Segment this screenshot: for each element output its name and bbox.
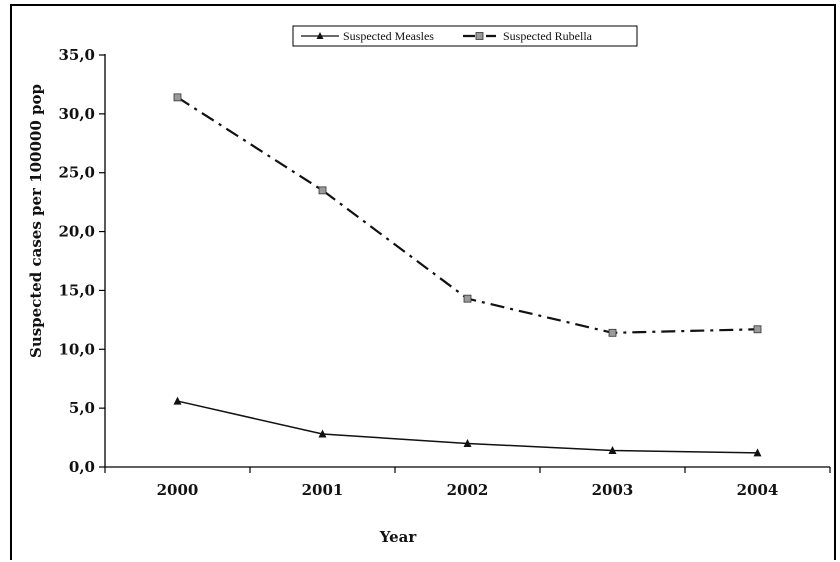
data-point-measles <box>463 438 472 447</box>
data-point-rubella <box>608 328 617 337</box>
legend-rubella-label: Suspected Rubella <box>503 29 593 43</box>
y-tick-label: 10,0 <box>58 340 95 358</box>
y-tick-label: 30,0 <box>58 105 95 123</box>
y-axis: 0,0 5,0 10,0 15,0 20,0 25,0 30,0 35,0 <box>58 46 106 476</box>
data-point-rubella <box>463 294 472 303</box>
x-axis-title: Year <box>379 528 418 546</box>
legend-measles-marker <box>316 32 324 39</box>
y-axis-title: Suspected cases per 100000 pop <box>27 84 45 358</box>
y-tick-label: 20,0 <box>58 223 95 241</box>
legend: Suspected Measles Suspected Rubella <box>292 25 638 47</box>
y-tick-label: 0,0 <box>69 458 95 476</box>
data-point-rubella <box>318 186 327 195</box>
x-tick-label: 2000 <box>157 481 199 499</box>
data-point-measles <box>173 396 182 405</box>
legend-rubella-marker <box>475 32 484 40</box>
data-point-rubella <box>173 93 182 102</box>
y-tick-label: 35,0 <box>58 46 95 64</box>
series-layer <box>173 93 762 457</box>
y-tick-label: 5,0 <box>69 399 95 417</box>
x-tick-label: 2004 <box>737 481 779 499</box>
data-point-measles <box>318 429 327 438</box>
x-tick-label: 2003 <box>592 481 634 499</box>
data-point-measles <box>608 446 617 455</box>
y-tick-label: 25,0 <box>58 164 95 182</box>
data-point-measles <box>753 448 762 457</box>
chart-frame <box>10 4 836 560</box>
data-point-rubella <box>753 325 762 334</box>
legend-measles-label: Suspected Measles <box>343 29 434 43</box>
x-tick-label: 2002 <box>447 481 489 499</box>
x-axis: 2000 2001 2002 2003 2004 <box>104 466 831 499</box>
y-tick-label: 15,0 <box>58 281 95 299</box>
x-tick-label: 2001 <box>302 481 344 499</box>
